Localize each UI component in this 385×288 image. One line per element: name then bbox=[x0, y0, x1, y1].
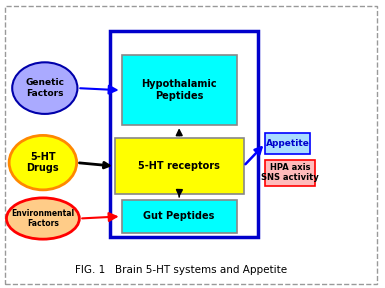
FancyBboxPatch shape bbox=[122, 200, 237, 233]
Ellipse shape bbox=[9, 135, 77, 190]
Text: 5-HT
Drugs: 5-HT Drugs bbox=[27, 152, 59, 173]
FancyBboxPatch shape bbox=[115, 138, 244, 194]
Text: FIG. 1   Brain 5-HT systems and Appetite: FIG. 1 Brain 5-HT systems and Appetite bbox=[75, 265, 287, 275]
Ellipse shape bbox=[12, 62, 77, 114]
FancyBboxPatch shape bbox=[265, 160, 315, 185]
Text: 5-HT receptors: 5-HT receptors bbox=[138, 161, 220, 171]
FancyBboxPatch shape bbox=[265, 132, 310, 154]
Text: Appetite: Appetite bbox=[266, 139, 310, 148]
Text: Environmental
Factors: Environmental Factors bbox=[11, 209, 74, 228]
Text: Genetic
Factors: Genetic Factors bbox=[25, 78, 64, 98]
Text: Hypothalamic
Peptides: Hypothalamic Peptides bbox=[141, 79, 217, 101]
Text: HPA axis
SNS activity: HPA axis SNS activity bbox=[261, 163, 319, 182]
Text: Gut Peptides: Gut Peptides bbox=[143, 211, 215, 221]
Ellipse shape bbox=[7, 198, 79, 239]
FancyBboxPatch shape bbox=[122, 55, 237, 125]
